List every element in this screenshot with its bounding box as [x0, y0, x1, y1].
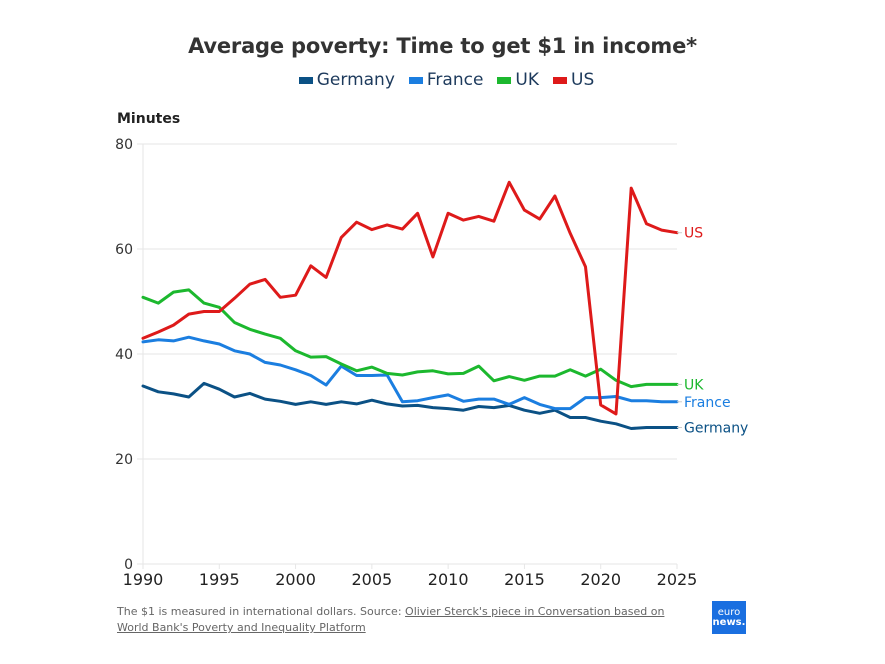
y-tick-label: 20 [115, 452, 133, 468]
y-tick-label: 80 [115, 137, 133, 153]
y-axis-ticks: 0 20 40 60 80 [115, 137, 133, 573]
series-line-france [141, 335, 679, 411]
legend-label-france: France [426, 70, 484, 90]
y-tick-label: 60 [115, 242, 133, 258]
legend-label-germany: Germany [316, 70, 395, 90]
logo-line1: euro [717, 606, 741, 618]
chart-legend: Germany France UK US [0, 70, 885, 90]
series-end-labels: Germany France UK US [677, 226, 748, 437]
footnote-text: The $1 is measured in international doll… [117, 605, 406, 618]
legend-item-germany[interactable]: Germany [298, 70, 395, 90]
euronews-logo: euro news. [712, 601, 746, 634]
y-tick-label: 0 [124, 557, 133, 573]
x-tick-label: 2020 [580, 570, 621, 589]
legend-label-us: US [571, 70, 595, 90]
gridlines [137, 143, 677, 565]
chart-title: Average poverty: Time to get $1 in incom… [188, 34, 697, 58]
legend-swatch-france [408, 76, 423, 84]
legend-swatch-us [553, 76, 568, 84]
end-label-germany: Germany [684, 421, 748, 437]
x-tick-label: 2000 [275, 570, 316, 589]
x-tick-label: 2015 [504, 570, 545, 589]
y-axis-label: Minutes [117, 111, 181, 127]
series-line-us [141, 180, 679, 416]
end-label-us: US [684, 226, 703, 242]
series-lines [141, 180, 679, 430]
legend-item-uk[interactable]: UK [497, 70, 539, 90]
series-line-uk [141, 288, 679, 389]
source-link[interactable]: Olivier Sterck's piece in Conversation b… [117, 605, 665, 634]
x-tick-label: 2005 [351, 570, 392, 589]
x-axis-ticks: 1990 1995 2000 2005 2010 2015 2020 2025 [123, 564, 698, 589]
end-label-uk: UK [684, 377, 704, 393]
x-tick-label: 2025 [657, 570, 698, 589]
legend-item-us[interactable]: US [553, 70, 594, 90]
series-line-germany [141, 381, 679, 430]
x-tick-label: 2010 [428, 570, 469, 589]
x-tick-label: 1995 [199, 570, 240, 589]
end-label-france: France [684, 395, 731, 411]
footnote: The $1 is measured in international doll… [117, 604, 697, 636]
legend-item-france[interactable]: France [408, 70, 484, 90]
logo-line2: news. [712, 616, 746, 628]
legend-swatch-germany [298, 76, 313, 84]
y-tick-label: 40 [115, 347, 133, 363]
legend-swatch-uk [497, 76, 512, 84]
x-tick-label: 1990 [123, 570, 164, 589]
legend-label-uk: UK [515, 70, 540, 90]
